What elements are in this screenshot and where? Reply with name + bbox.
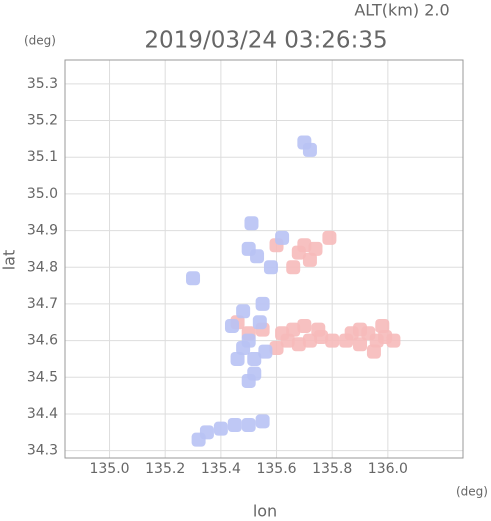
- echo-cell: [291, 337, 306, 352]
- echo-cell: [224, 318, 239, 333]
- y-tick-label: 35.0: [27, 186, 58, 202]
- y-tick-label: 34.4: [27, 406, 58, 422]
- echo-cell: [275, 326, 290, 341]
- x-tick-label: 135.6: [256, 461, 296, 477]
- echo-cell: [227, 417, 242, 432]
- echo-cell: [302, 333, 317, 348]
- echo-cell: [353, 337, 368, 352]
- echo-cell: [275, 230, 290, 245]
- echo-cell: [311, 322, 326, 337]
- echo-cell: [241, 417, 256, 432]
- grid: [65, 60, 463, 458]
- echo-cell: [325, 333, 340, 348]
- y-tick-label: 35.2: [27, 113, 58, 129]
- chart-title: 2019/03/24 03:26:35: [144, 28, 387, 54]
- y-axis-label: lat: [0, 250, 19, 271]
- echo-cell: [269, 340, 284, 355]
- x-tick-label: 136.0: [368, 461, 408, 477]
- echo-cell: [258, 344, 273, 359]
- echo-cell: [252, 315, 267, 330]
- echo-cell: [302, 142, 317, 157]
- altitude-label: ALT(km) 2.0: [354, 1, 449, 20]
- x-tick-label: 135.4: [201, 461, 241, 477]
- x-axis-label: lon: [253, 502, 277, 521]
- x-tick-label: 135.8: [312, 461, 352, 477]
- echo-cell: [366, 344, 381, 359]
- echo-cell: [297, 238, 312, 253]
- x-unit: (deg): [456, 485, 488, 499]
- echo-cell: [247, 351, 262, 366]
- y-tick-label: 34.6: [27, 333, 58, 349]
- echo-cell: [236, 304, 251, 319]
- x-tick-label: 135.2: [145, 461, 185, 477]
- echo-cell: [339, 333, 354, 348]
- echo-cell: [322, 230, 337, 245]
- y-tick-label: 34.5: [27, 369, 58, 385]
- echo-cell: [213, 421, 228, 436]
- echo-layer: [186, 135, 401, 447]
- y-tick-label: 34.3: [27, 443, 58, 459]
- y-tick-label: 35.3: [27, 76, 58, 92]
- echo-cell: [236, 340, 251, 355]
- echo-cell: [286, 260, 301, 275]
- y-unit: (deg): [24, 34, 56, 48]
- echo-cell: [286, 322, 301, 337]
- echo-cell: [191, 432, 206, 447]
- echo-cell: [297, 318, 312, 333]
- y-tick-label: 34.8: [27, 259, 58, 275]
- y-tick-label: 35.1: [27, 149, 58, 165]
- y-tick-label: 34.7: [27, 296, 58, 312]
- echo-cell: [255, 414, 270, 429]
- x-tick-label: 135.0: [89, 461, 129, 477]
- echo-cell: [308, 241, 323, 256]
- echo-cell: [302, 252, 317, 267]
- echo-cell: [263, 260, 278, 275]
- echo-cell: [241, 241, 256, 256]
- echo-cell: [241, 373, 256, 388]
- echo-cell: [375, 318, 390, 333]
- echo-cell: [255, 296, 270, 311]
- echo-cell: [186, 271, 201, 286]
- echo-cell: [230, 351, 245, 366]
- y-tick-label: 34.9: [27, 223, 58, 239]
- echo-cell: [386, 333, 401, 348]
- plot-frame: [64, 59, 464, 459]
- echo-cell: [244, 216, 259, 231]
